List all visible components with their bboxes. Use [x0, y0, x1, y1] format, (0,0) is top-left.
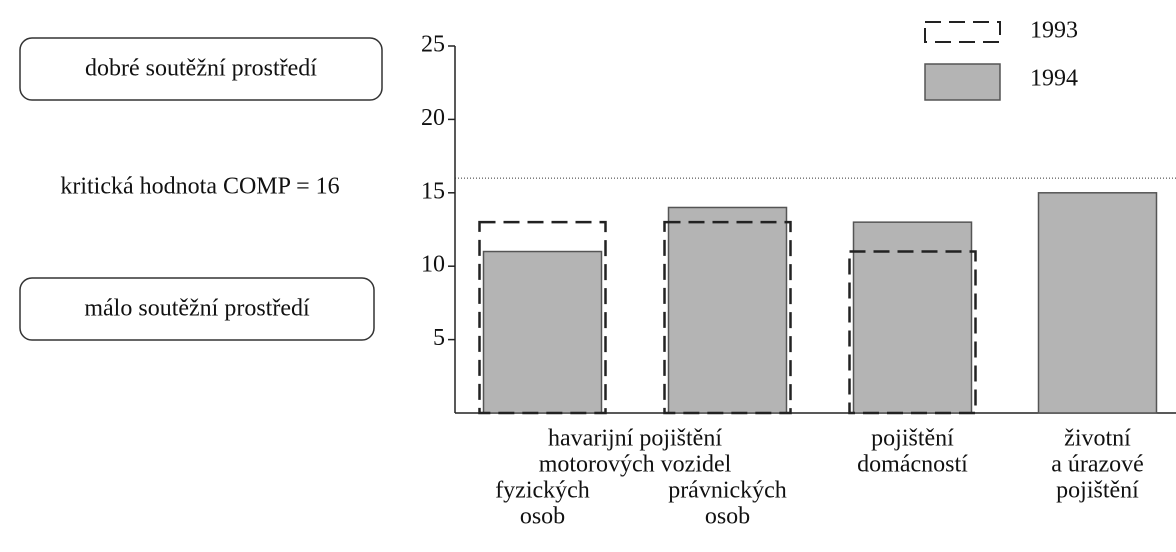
x-tick-label: pojištění [1056, 478, 1139, 504]
legend-label: 1993 [1030, 18, 1078, 44]
y-tick-label: 5 [433, 325, 445, 351]
threshold-label: kritická hodnota COMP = 16 [60, 174, 339, 200]
x-tick-label: pojištění [871, 426, 954, 452]
annotation-box [19, 277, 375, 341]
bar-outline [848, 250, 977, 415]
annotation: málo soutěžní prostředí [84, 296, 310, 322]
annotation-box [19, 37, 383, 101]
legend-label: 1994 [1030, 66, 1078, 92]
y-tick-label: 25 [421, 32, 445, 58]
x-tick-label: osob [705, 504, 750, 530]
x-tick-label: domácností [857, 452, 968, 478]
y-tick-label: 20 [421, 105, 445, 131]
annotation: dobré soutěžní prostředí [85, 56, 317, 82]
bar [1037, 192, 1158, 414]
y-tick-label: 15 [421, 178, 445, 204]
x-tick-label: a úrazové [1051, 452, 1144, 478]
x-group-label: havarijní pojištění [548, 426, 722, 452]
x-tick-label: životní [1064, 426, 1131, 452]
bar-outline [478, 220, 607, 415]
x-tick-label: právnických [668, 478, 787, 504]
bar [667, 206, 788, 414]
bar [482, 250, 603, 414]
bar [852, 221, 973, 414]
x-tick-label: osob [520, 504, 565, 530]
x-group-label: motorových vozidel [539, 452, 732, 478]
legend-swatch [924, 63, 1001, 101]
legend-swatch [924, 21, 1001, 43]
x-tick-label: fyzických [495, 478, 590, 504]
bar-outline [663, 220, 792, 415]
y-tick-label: 10 [421, 252, 445, 278]
